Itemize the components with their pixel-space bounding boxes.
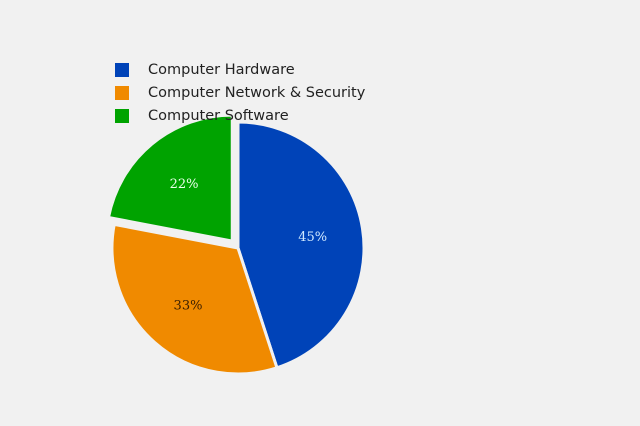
- legend-label: Computer Hardware: [148, 61, 295, 78]
- pie-slice-label: 22%: [170, 177, 199, 192]
- chart-legend: Computer Hardware Computer Network & Sec…: [115, 58, 365, 127]
- pie-slice-computer-hardware[interactable]: [236, 120, 366, 370]
- legend-swatch: [115, 108, 129, 123]
- legend-swatch: [115, 85, 129, 100]
- pie-slice-label: 33%: [174, 299, 203, 314]
- legend-item-computer-hardware[interactable]: Computer Hardware: [115, 58, 365, 81]
- legend-item-computer-software[interactable]: Computer Software: [115, 104, 365, 127]
- pie-slice-computer-software[interactable]: [106, 113, 234, 243]
- legend-swatch: [115, 62, 129, 77]
- pie-slice-computer-network-security[interactable]: [110, 222, 279, 376]
- legend-item-computer-network-security[interactable]: Computer Network & Security: [115, 81, 365, 104]
- pie-slice-label: 45%: [298, 230, 327, 245]
- legend-label: Computer Software: [148, 107, 289, 124]
- legend-label: Computer Network & Security: [148, 84, 366, 101]
